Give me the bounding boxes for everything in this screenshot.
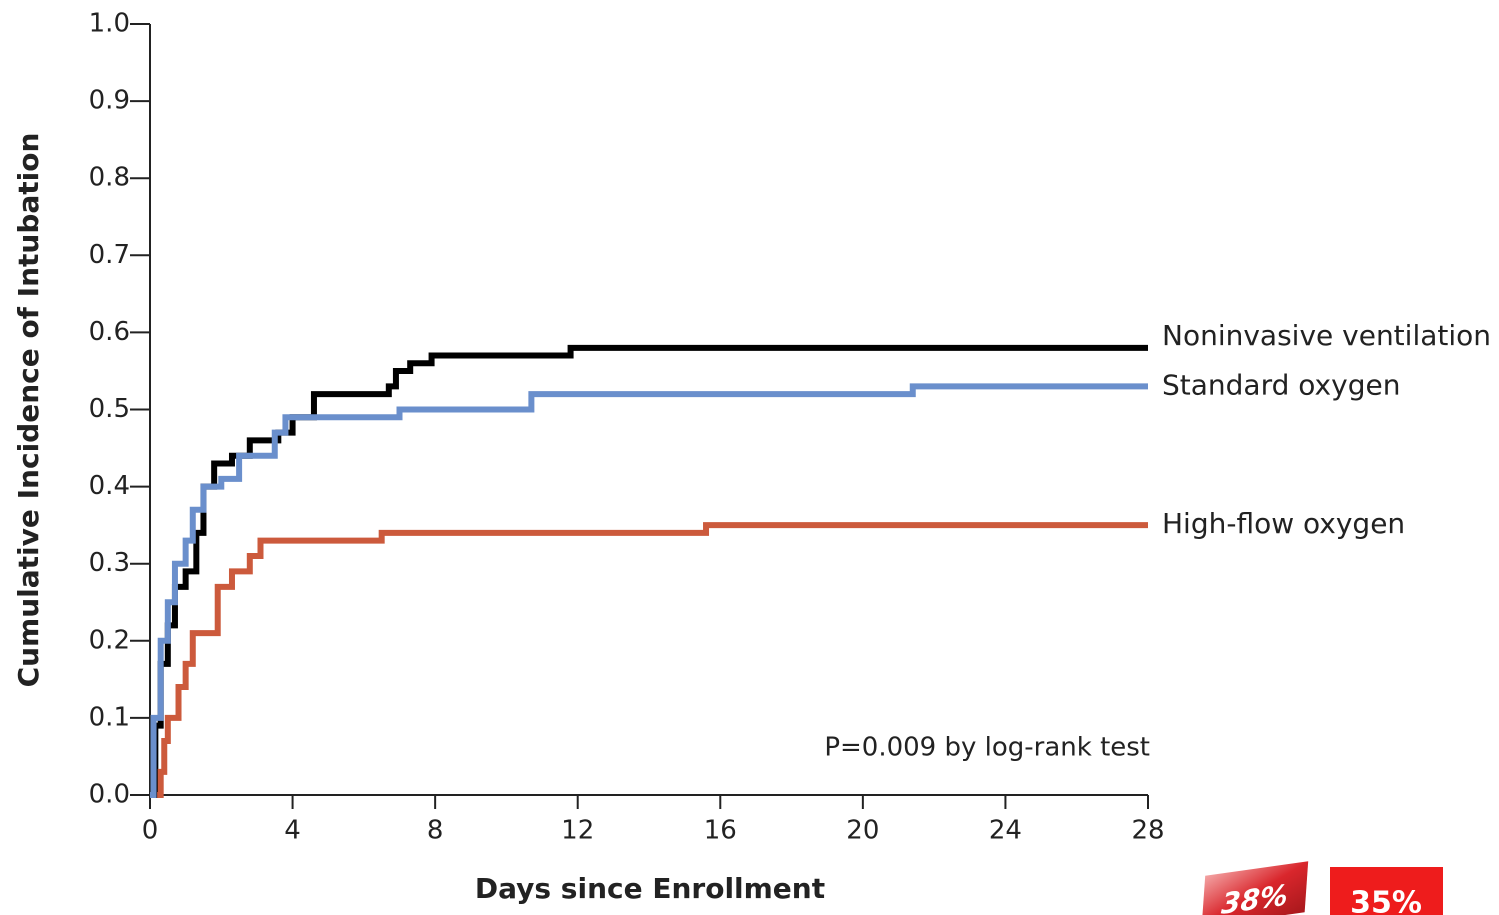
x-tick-label: 4 xyxy=(284,816,301,846)
series-label: Standard oxygen xyxy=(1162,368,1400,401)
x-tick-label: 20 xyxy=(846,816,879,846)
y-tick-label: 0.2 xyxy=(89,625,130,655)
x-tick-label: 0 xyxy=(142,816,159,846)
badge: 38% xyxy=(1201,861,1309,915)
x-tick-label: 16 xyxy=(704,816,737,846)
series-line xyxy=(150,383,1148,798)
series-label: High-flow oxygen xyxy=(1162,507,1405,540)
series-line xyxy=(157,522,1148,798)
x-axis-title: Days since Enrollment xyxy=(475,872,825,905)
y-tick-label: 0.9 xyxy=(89,86,130,116)
y-tick-label: 0.8 xyxy=(89,163,130,193)
x-tick-label: 28 xyxy=(1131,816,1164,846)
y-tick-label: 0.3 xyxy=(89,548,130,578)
y-tick-label: 0.4 xyxy=(89,471,130,501)
badge-box xyxy=(1201,861,1309,915)
x-tick-label: 24 xyxy=(989,816,1022,846)
y-tick-label: 0.5 xyxy=(89,394,130,424)
y-tick-label: 0.7 xyxy=(89,240,130,270)
annotation: P=0.009 by log-rank test xyxy=(824,733,1150,763)
badge-text: 35% xyxy=(1350,886,1422,915)
y-axis-title: Cumulative Incidence of Intubation xyxy=(12,133,45,688)
x-tick-label: 8 xyxy=(427,816,444,846)
x-tick-label: 12 xyxy=(561,816,594,846)
y-tick-label: 0.0 xyxy=(89,780,130,810)
y-tick-label: 0.1 xyxy=(89,702,130,732)
badge-box xyxy=(1330,867,1443,915)
y-tick-label: 0.6 xyxy=(89,317,130,347)
series-label: Noninvasive ventilation xyxy=(1162,319,1491,352)
y-tick-label: 1.0 xyxy=(89,9,130,39)
